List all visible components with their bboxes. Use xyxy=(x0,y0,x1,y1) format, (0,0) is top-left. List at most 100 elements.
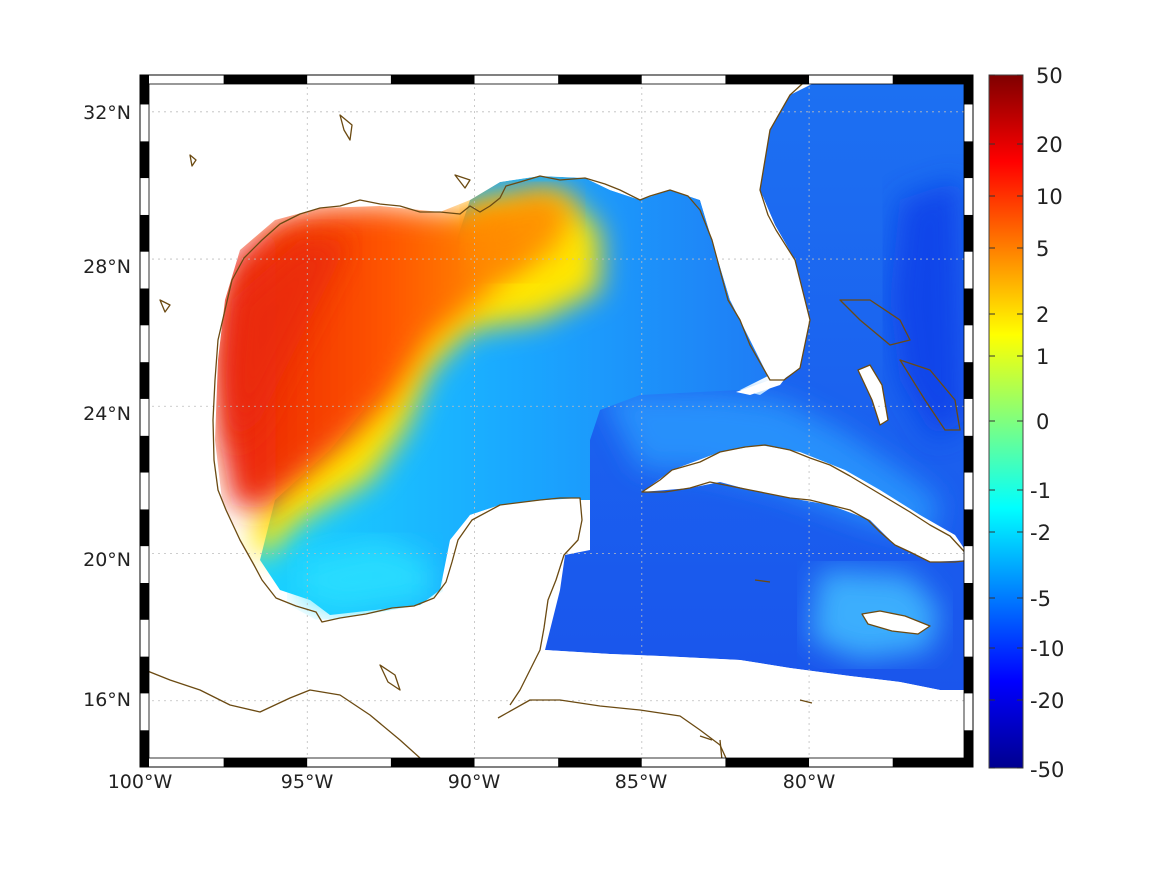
field-eastern-gulf xyxy=(260,176,770,615)
field-central-band xyxy=(250,190,600,560)
frame-right-seg xyxy=(964,693,973,731)
map-frame xyxy=(139,74,974,768)
frame-left-seg xyxy=(140,730,149,767)
frame-right-seg xyxy=(964,730,973,767)
lon-label-100w: 100°W xyxy=(108,771,173,793)
frame-left-seg xyxy=(140,435,149,473)
coastline-gulf xyxy=(212,75,813,706)
frame-left-seg xyxy=(140,178,149,215)
frame-bottom-seg xyxy=(474,758,559,767)
lat-label-20n: 20°N xyxy=(83,549,131,571)
frame-left-seg xyxy=(140,546,149,583)
coastline-cuba xyxy=(641,444,973,563)
lat-label-24n: 24°N xyxy=(83,403,131,425)
frame-top-seg xyxy=(140,75,224,84)
land-jamaica xyxy=(862,611,930,634)
cb-label-neg10: -10 xyxy=(1030,637,1064,661)
cb-label-neg1: -1 xyxy=(1030,479,1051,503)
cb-label-50: 50 xyxy=(1036,64,1063,88)
lon-label-90w: 90°W xyxy=(448,771,501,793)
frame-bottom-seg xyxy=(892,758,973,767)
colorbar-ticks xyxy=(989,74,1023,769)
lat-labels: 32°N 28°N 24°N 20°N 16°N xyxy=(83,102,131,711)
frame-left-seg xyxy=(140,325,149,363)
frame-bottom-seg xyxy=(140,758,224,767)
frame-right-seg xyxy=(964,362,973,399)
lat-label-32n: 32°N xyxy=(83,102,131,124)
lon-label-95w: 95°W xyxy=(281,771,334,793)
coastline-central-america xyxy=(140,667,731,767)
frame-top-seg xyxy=(892,75,973,84)
frame-left-seg xyxy=(140,619,149,657)
frame-bottom-seg xyxy=(223,758,308,767)
cb-label-1: 1 xyxy=(1036,345,1049,369)
frame-right-seg xyxy=(964,546,973,583)
frame-top-seg xyxy=(641,75,726,84)
frame-right-seg xyxy=(964,472,973,510)
frame-right-seg xyxy=(964,398,973,436)
frame-left-seg xyxy=(140,214,149,252)
frame-top-seg xyxy=(558,75,642,84)
frame-right-seg xyxy=(964,288,973,326)
cb-label-neg50: -50 xyxy=(1030,758,1064,782)
colorbar-labels: 50 20 10 5 2 1 0 -1 -2 -5 -10 -20 -50 xyxy=(1030,64,1064,782)
coastline-bahamas xyxy=(839,299,961,431)
land-north-america xyxy=(140,75,812,720)
frame-top-seg xyxy=(223,75,308,84)
lon-label-85w: 85°W xyxy=(615,771,668,793)
graticule xyxy=(140,75,973,767)
frame-right-seg xyxy=(964,104,973,142)
frame-right-seg xyxy=(964,214,973,252)
frame-right-seg xyxy=(964,656,973,694)
frame-outline-outer xyxy=(139,74,974,768)
frame-left-seg xyxy=(140,104,149,142)
frame-top-seg xyxy=(725,75,810,84)
frame-bottom-seg xyxy=(641,758,726,767)
coastlines xyxy=(140,75,973,767)
frame-top-seg xyxy=(474,75,559,84)
lon-labels: 100°W 95°W 90°W 85°W 80°W xyxy=(108,771,836,793)
frame-right-seg xyxy=(964,75,973,105)
cb-label-5: 5 xyxy=(1036,237,1049,261)
coastline-islands xyxy=(159,114,813,761)
frame-bottom-seg xyxy=(725,758,810,767)
land-florida-keys-gap xyxy=(736,372,790,395)
frame-left-seg xyxy=(140,251,149,289)
data-field xyxy=(140,75,973,767)
frame-left-seg xyxy=(140,141,149,179)
coastline-jamaica xyxy=(861,610,931,635)
field-plume xyxy=(470,190,575,275)
frame-bottom-seg xyxy=(809,758,893,767)
frame-bottom-seg xyxy=(307,758,391,767)
field-atlantic-caribbean xyxy=(545,84,965,690)
land-bahamas xyxy=(858,365,888,425)
frame-right-seg xyxy=(964,582,973,620)
field-western-core xyxy=(225,240,350,450)
cb-label-20: 20 xyxy=(1036,133,1063,157)
cb-label-10: 10 xyxy=(1036,185,1063,209)
frame-right-seg xyxy=(964,509,973,547)
frame-bottom-seg xyxy=(558,758,642,767)
frame-top-seg xyxy=(390,75,475,84)
land-cuba xyxy=(642,445,972,562)
frame-left-seg xyxy=(140,75,149,105)
frame-left-seg xyxy=(140,472,149,510)
frame-left-seg xyxy=(140,582,149,620)
cb-label-neg2: -2 xyxy=(1030,521,1051,545)
frame-right-seg xyxy=(964,141,973,179)
cb-label-neg20: -20 xyxy=(1030,689,1064,713)
lon-label-80w: 80°W xyxy=(783,771,836,793)
frame-right-seg xyxy=(964,251,973,289)
frame-top-seg xyxy=(809,75,893,84)
cb-label-2: 2 xyxy=(1036,303,1049,327)
land-south-no-data xyxy=(545,650,973,767)
cb-label-neg5: -5 xyxy=(1030,587,1051,611)
frame-top-seg xyxy=(307,75,391,84)
frame-bottom-seg xyxy=(390,758,475,767)
lat-label-16n: 16°N xyxy=(83,689,131,711)
frame-left-seg xyxy=(140,656,149,694)
frame-left-seg xyxy=(140,398,149,436)
field-campeche xyxy=(300,540,430,612)
frame-right-seg xyxy=(964,178,973,215)
